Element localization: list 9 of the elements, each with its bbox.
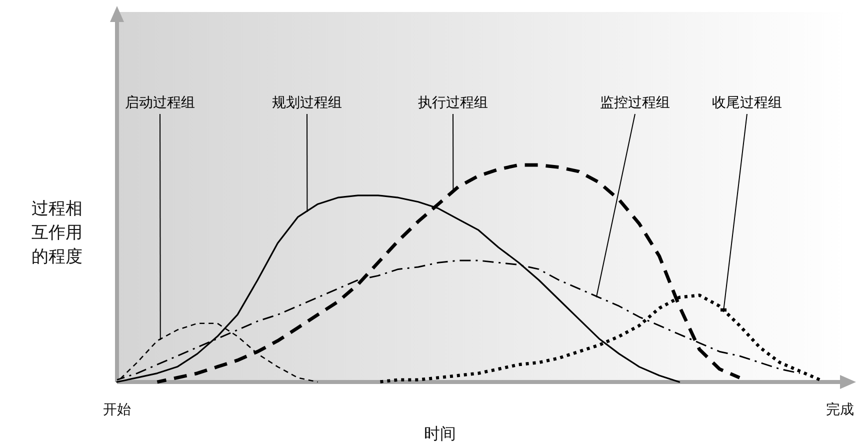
- text: 启动过程组: [125, 95, 195, 111]
- text: 规划过程组: [272, 95, 342, 111]
- x-axis-title: 时间: [424, 424, 456, 443]
- x-tick-label: 开始: [103, 402, 131, 418]
- text: 执行过程组: [418, 95, 488, 111]
- text: 监控过程组: [600, 95, 670, 111]
- x-tick-label: 完成: [826, 402, 854, 418]
- y-axis-title: 过程相互作用的程度: [32, 199, 82, 267]
- text: 收尾过程组: [712, 95, 782, 111]
